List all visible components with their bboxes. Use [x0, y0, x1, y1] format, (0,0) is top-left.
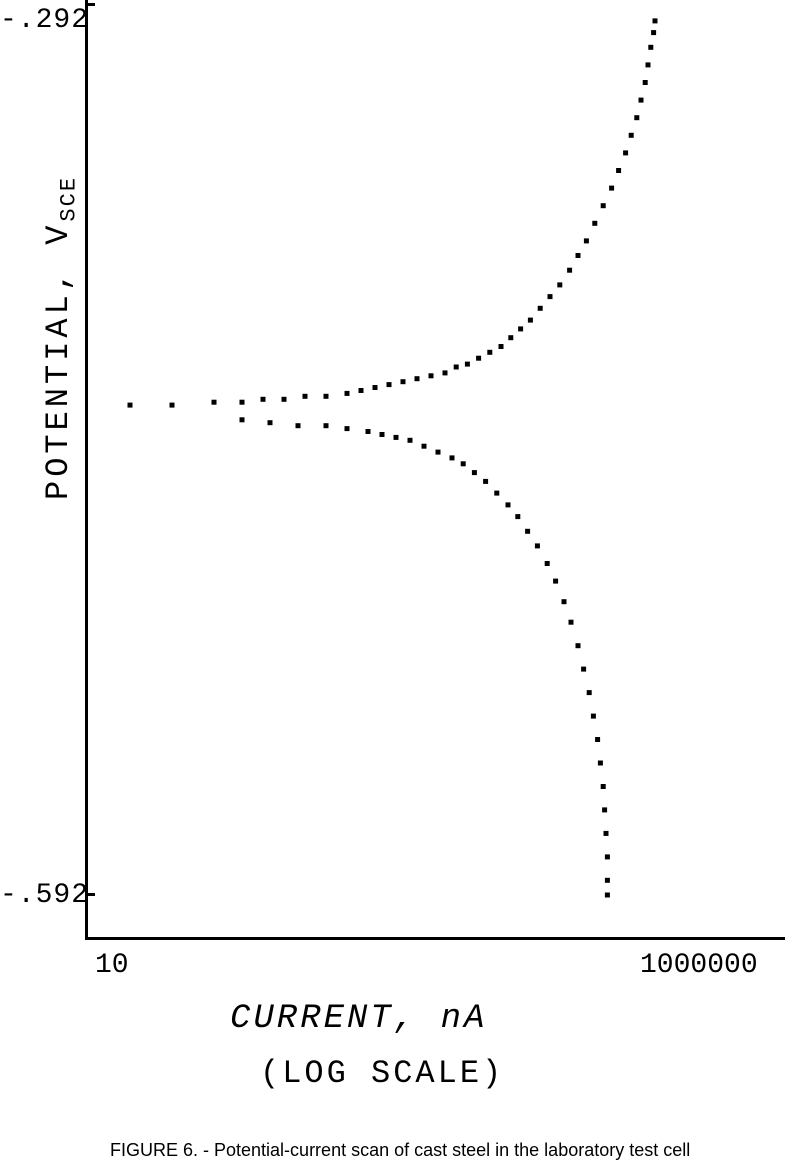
x-tick-label-right: 1000000: [640, 950, 758, 981]
x-axis-label-unit: nA: [441, 1000, 488, 1038]
y-tick-label-top: -.292: [0, 5, 89, 36]
y-axis-label-main: POTENTIAL,: [40, 268, 77, 500]
x-tick-label-left: 10: [95, 950, 129, 981]
y-axis-label: POTENTIAL, VSCE: [40, 176, 81, 500]
x-axis-sublabel: (LOG SCALE): [260, 1055, 504, 1092]
x-axis-label-main: CURRENT,: [230, 1000, 417, 1038]
figure-caption: FIGURE 6. - Potential-current scan of ca…: [110, 1140, 690, 1161]
y-axis-label-unit: V: [40, 222, 77, 245]
tafel-plot-svg: [88, 0, 788, 940]
y-axis-label-subscript: SCE: [56, 176, 81, 222]
x-axis-label: CURRENT, nA: [230, 1000, 487, 1038]
y-tick-label-bottom: -.592: [0, 880, 89, 911]
plot-area: [85, 0, 785, 940]
